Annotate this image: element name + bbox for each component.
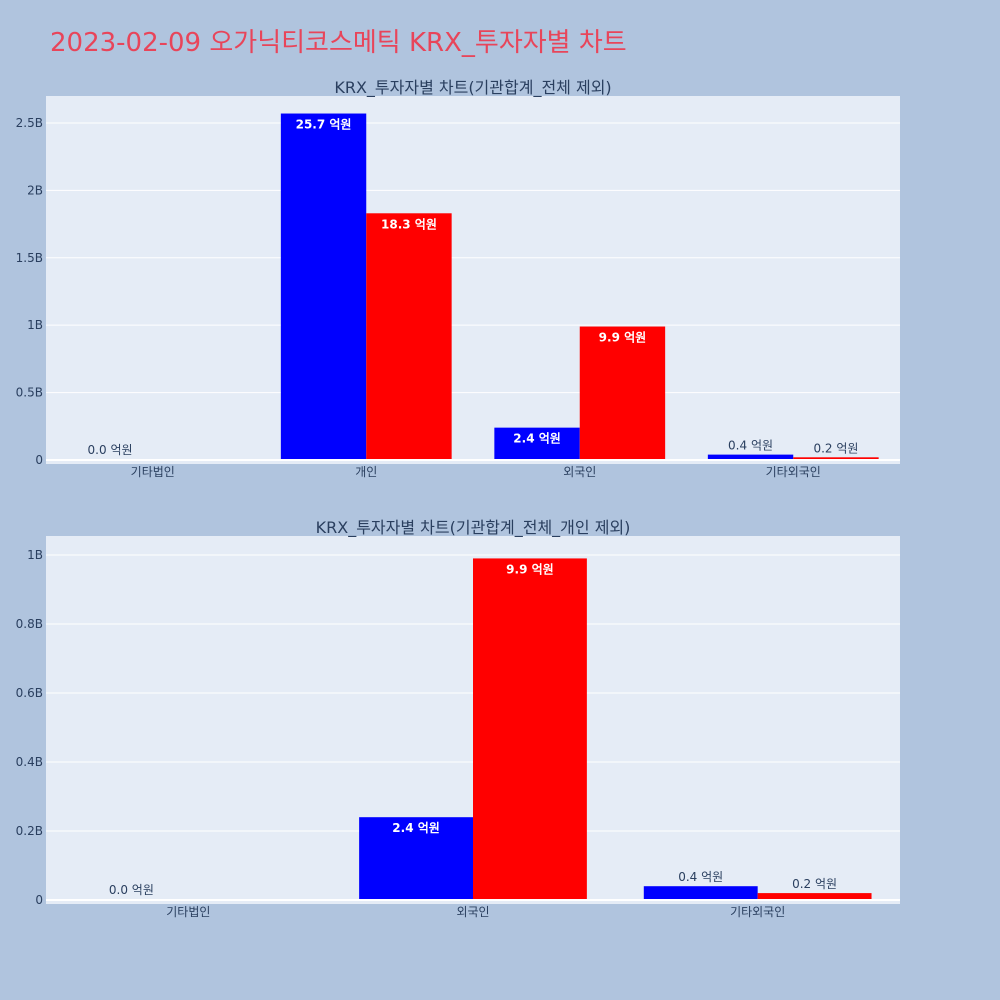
bar (643, 886, 758, 900)
bar-data-label: 9.9 억원 (599, 331, 647, 345)
bar-data-label: 0.2 억원 (813, 441, 858, 455)
y-tick-label: 0 (35, 893, 43, 907)
bar (359, 817, 473, 900)
bar (579, 326, 666, 460)
bar-data-label: 2.4 억원 (513, 432, 561, 446)
y-tick-label: 1.5B (16, 251, 43, 265)
y-tick-label: 0.4B (16, 755, 43, 769)
y-tick-label: 0.2B (16, 824, 43, 838)
chart-title: KRX_투자자별 차트(기관합계_전체 제외) (334, 78, 611, 98)
y-tick-label: 2.5B (16, 116, 43, 130)
bar-data-label: 0.4 억원 (728, 439, 773, 453)
bar (280, 113, 367, 460)
x-tick-label: 기타법인 (166, 905, 210, 919)
x-tick-label: 외국인 (563, 465, 596, 479)
bar-data-label: 0.0 억원 (109, 883, 154, 897)
y-tick-label: 0.6B (16, 686, 43, 700)
y-tick-label: 0.8B (16, 617, 43, 631)
x-tick-label: 기타외국인 (766, 465, 821, 479)
y-tick-label: 1B (27, 318, 43, 332)
bar (707, 454, 794, 460)
y-tick-label: 1B (27, 548, 43, 562)
x-tick-label: 외국인 (456, 905, 489, 919)
page-title: 2023-02-09 오가닉티코스메틱 KRX_투자자별 차트 (50, 28, 627, 58)
bar (494, 427, 580, 460)
bar-data-label: 25.7 억원 (296, 118, 352, 132)
bar-data-label: 9.9 억원 (506, 562, 554, 576)
chart-title: KRX_투자자별 차트(기관합계_전체_개인 제외) (316, 518, 631, 538)
y-tick-label: 0.5B (16, 386, 43, 400)
bar-data-label: 2.4 억원 (392, 821, 440, 835)
y-tick-label: 0 (35, 453, 43, 467)
x-tick-label: 기타법인 (131, 465, 175, 479)
bar-data-label: 0.4 억원 (678, 870, 723, 884)
bar (757, 893, 872, 900)
bar-data-label: 0.2 억원 (792, 877, 837, 891)
y-tick-label: 2B (27, 183, 43, 197)
bar (793, 457, 879, 460)
bar-data-label: 0.0 억원 (88, 443, 133, 457)
plot-area (46, 96, 900, 464)
bar-data-label: 18.3 억원 (381, 217, 437, 231)
bar (473, 558, 587, 900)
bar (366, 213, 452, 460)
x-tick-label: 기타외국인 (730, 905, 785, 919)
investor-chart-excl-individual: 0 0.2B 0.4B 0.6B 0.8B 1B KRX_투자자별 차트(기관합계_전체_개… (16, 518, 900, 919)
x-tick-label: 개인 (355, 465, 377, 479)
investor-chart-all: 0 0.5B 1B 1.5B 2B 2.5B KRX_투자자별 차트(기관합계_전체 제외)… (16, 78, 900, 479)
